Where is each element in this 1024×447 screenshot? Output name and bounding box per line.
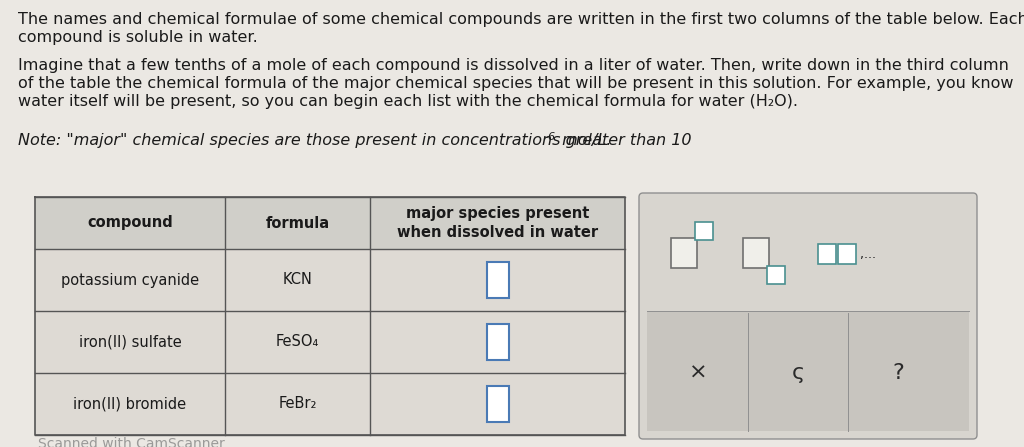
Bar	[35, 249, 625, 311]
Text: iron(II) sulfate: iron(II) sulfate	[79, 334, 181, 350]
Bar	[35, 197, 625, 249]
Bar	[695, 223, 713, 240]
Bar	[647, 311, 969, 431]
Bar	[35, 373, 625, 435]
Bar	[35, 311, 625, 373]
Bar	[743, 238, 769, 268]
Text: Imagine that a few tenths of a mole of each compound is dissolved in a liter of : Imagine that a few tenths of a mole of e…	[18, 58, 1009, 73]
Text: ?: ?	[892, 363, 904, 383]
Text: Note: "major" chemical species are those present in concentrations greater than : Note: "major" chemical species are those…	[18, 133, 691, 148]
Bar	[767, 266, 785, 284]
Bar	[838, 245, 856, 265]
Text: compound is soluble in water.: compound is soluble in water.	[18, 30, 258, 45]
Text: iron(II) bromide: iron(II) bromide	[74, 396, 186, 412]
Text: ς: ς	[792, 363, 805, 383]
Bar	[486, 324, 509, 360]
Text: water itself will be present, so you can begin each list with the chemical formu: water itself will be present, so you can…	[18, 94, 798, 109]
Bar	[486, 386, 509, 422]
Text: FeBr₂: FeBr₂	[279, 396, 316, 412]
FancyBboxPatch shape	[639, 193, 977, 439]
Text: KCN: KCN	[283, 273, 312, 287]
Text: compound: compound	[87, 215, 173, 231]
Text: potassium cyanide: potassium cyanide	[61, 273, 199, 287]
Bar	[818, 245, 836, 265]
Text: The names and chemical formulae of some chemical compounds are written in the fi: The names and chemical formulae of some …	[18, 12, 1024, 27]
Text: -6: -6	[545, 132, 556, 142]
Text: of the table the chemical formula of the major chemical species that will be pre: of the table the chemical formula of the…	[18, 76, 1014, 91]
Text: ×: ×	[689, 363, 708, 383]
Text: Scanned with CamScanner: Scanned with CamScanner	[38, 437, 224, 447]
Text: mol/L.: mol/L.	[557, 133, 611, 148]
Bar	[486, 262, 509, 298]
Text: ,...: ,...	[860, 248, 876, 261]
Text: formula: formula	[265, 215, 330, 231]
Text: major species present
when dissolved in water: major species present when dissolved in …	[397, 206, 598, 240]
Text: FeSO₄: FeSO₄	[275, 334, 319, 350]
Bar	[671, 238, 697, 268]
